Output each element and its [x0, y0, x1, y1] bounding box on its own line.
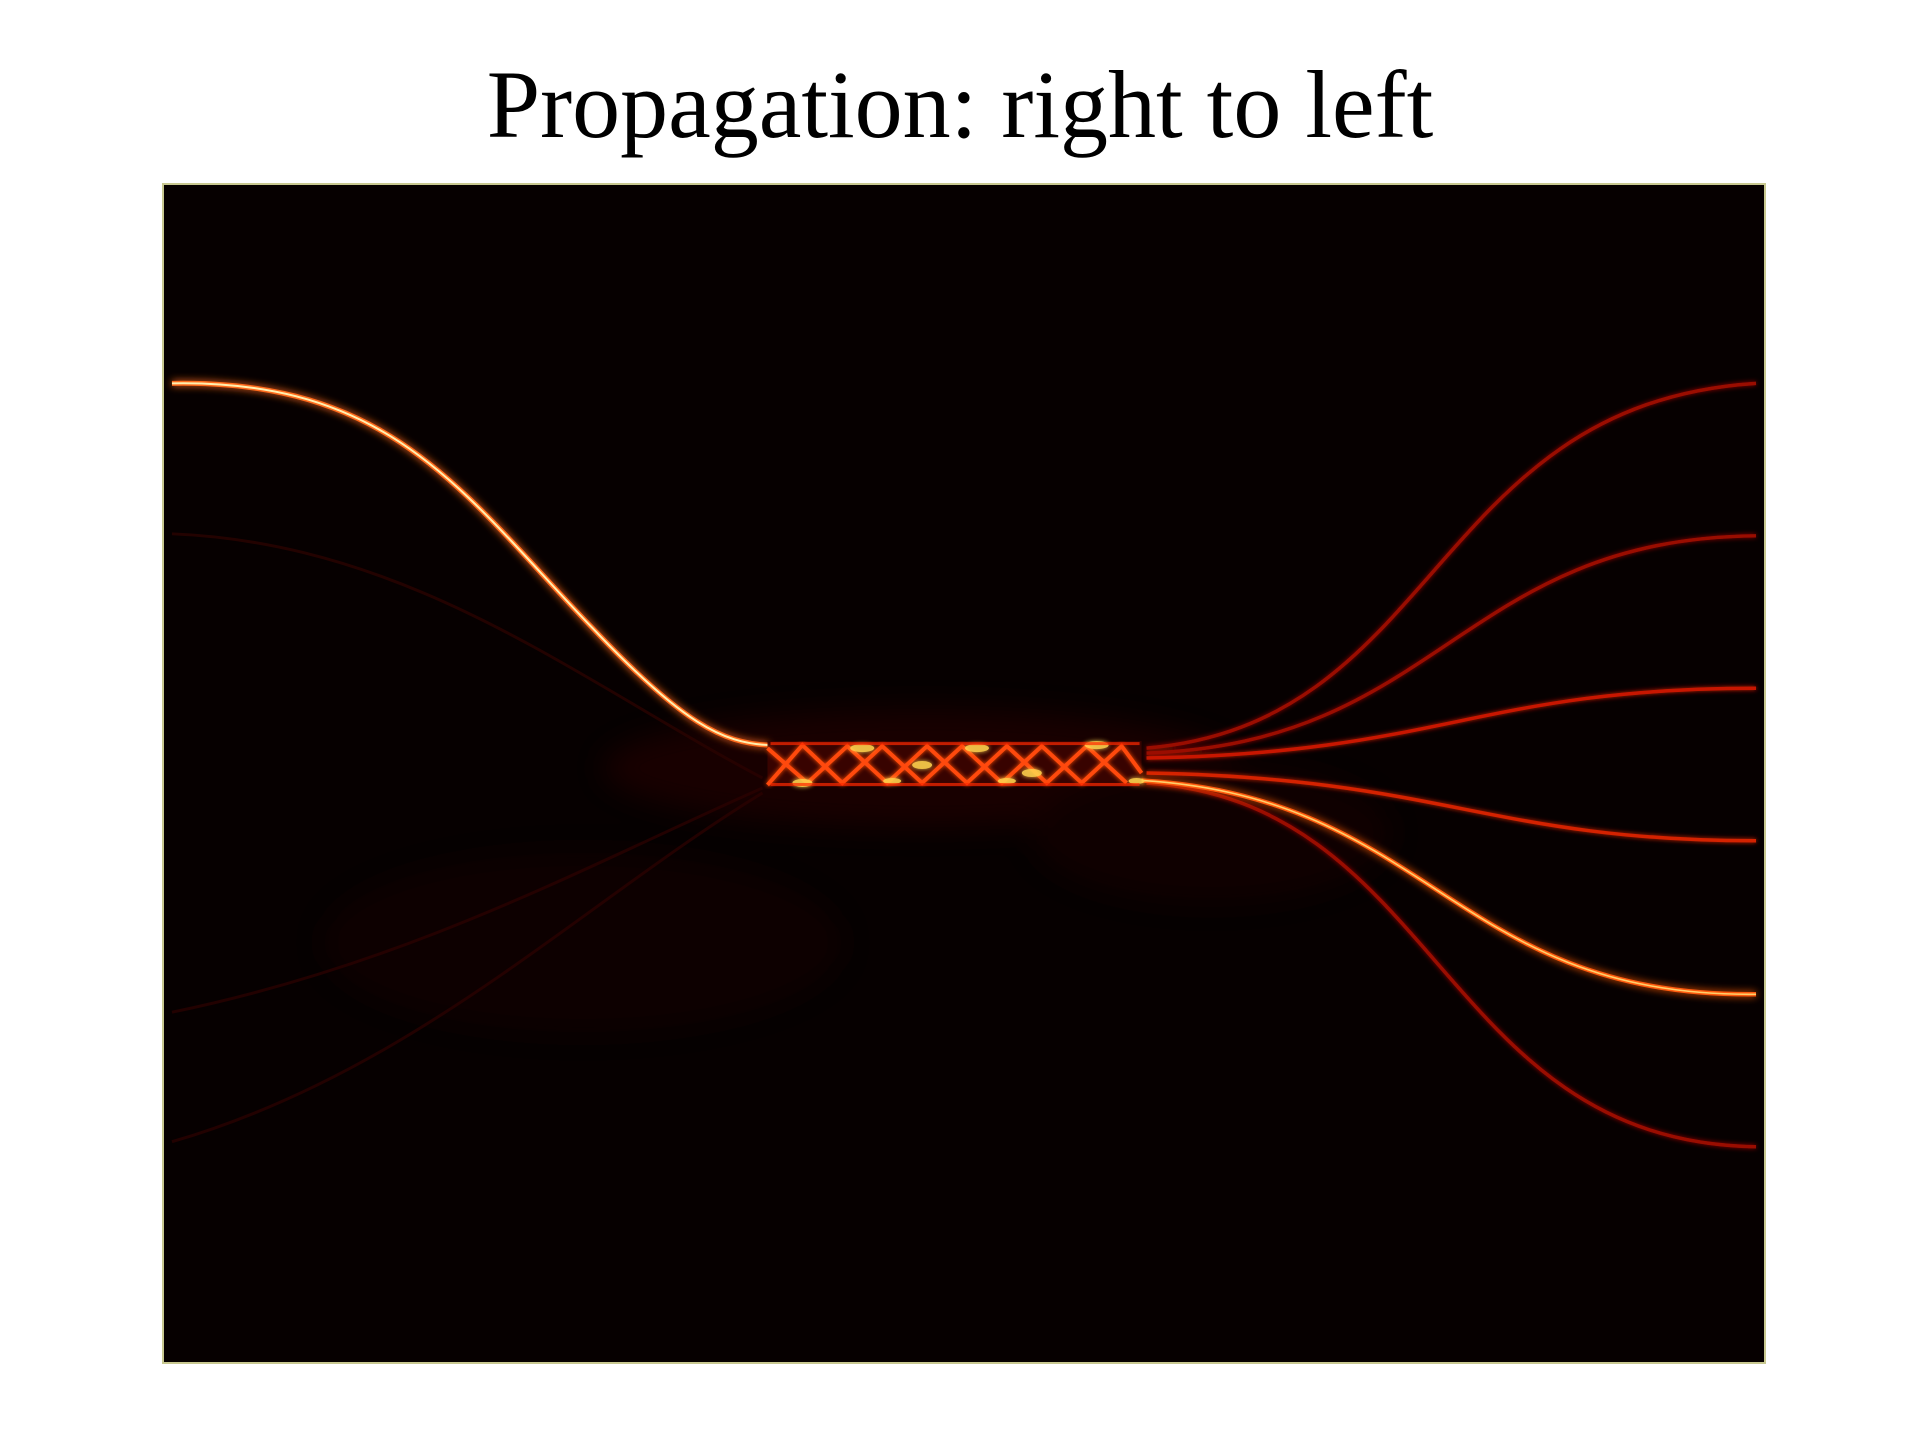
right-guide-6 — [1146, 781, 1757, 1149]
right-guide-2 — [1146, 534, 1757, 755]
right-guide-3 — [1146, 686, 1757, 760]
right-output-guides — [1146, 381, 1757, 1149]
slide-title: Propagation: right to left — [486, 51, 1434, 158]
waveguide-field-plot — [164, 185, 1764, 1362]
right-guide-4 — [1146, 771, 1757, 843]
right-guide-1 — [1146, 381, 1757, 750]
faint-leak-paths — [171, 532, 764, 1144]
propagation-field-image — [162, 183, 1766, 1364]
mmi-coupler-region — [765, 741, 1145, 787]
